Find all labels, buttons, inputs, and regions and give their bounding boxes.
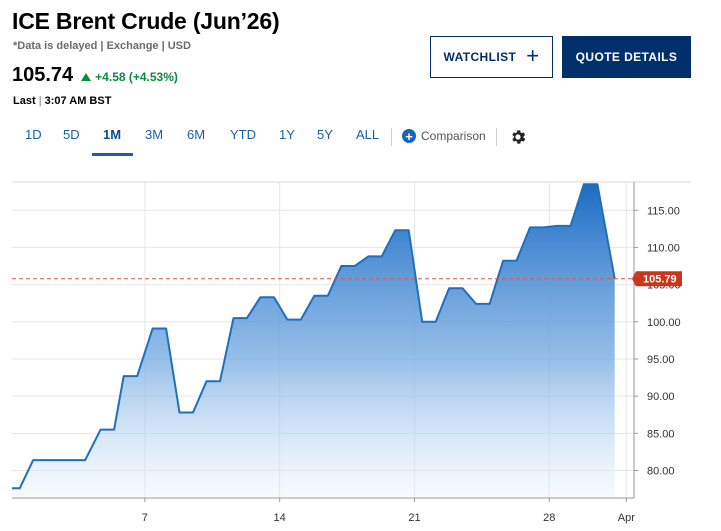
y-tick-label: 100.00 (647, 317, 681, 329)
last-price-badge-shape (632, 271, 682, 287)
last-separator: | (38, 95, 42, 107)
tab-3m[interactable]: 3M (145, 127, 164, 142)
x-tick-label: 28 (543, 512, 555, 524)
price-change: +4.58 (+4.53%) (81, 70, 178, 84)
y-axis-ticks: 80.0085.0090.0095.00100.00105.00110.0011… (634, 205, 681, 477)
comparison-label: Comparison (421, 129, 486, 143)
comparison-button[interactable]: + Comparison (402, 129, 486, 143)
watchlist-button[interactable]: WATCHLIST + (430, 36, 553, 78)
x-tick-label: Apr (618, 512, 635, 524)
tab-divider (391, 128, 392, 146)
watchlist-label: WATCHLIST (443, 50, 517, 64)
page-title: ICE Brent Crude (Junʼ26) (12, 8, 280, 34)
last-price-badge: 105.79 (632, 271, 682, 287)
y-tick-label: 80.00 (647, 465, 675, 477)
tab-1d[interactable]: 1D (25, 127, 42, 142)
tab-all[interactable]: ALL (356, 127, 380, 142)
last-time: 3:07 AM BST (44, 95, 112, 107)
gear-icon[interactable] (509, 128, 527, 146)
quote-details-button[interactable]: QUOTE DETAILS (562, 36, 691, 78)
tab-1y[interactable]: 1Y (279, 127, 295, 142)
y-tick-label: 90.00 (647, 391, 675, 403)
price-change-value: +4.58 (+4.53%) (95, 70, 178, 84)
tab-divider (496, 128, 497, 146)
x-tick-label: 21 (408, 512, 420, 524)
price-line (12, 183, 616, 490)
tab-ytd[interactable]: YTD (230, 127, 256, 142)
tab-6m[interactable]: 6M (187, 127, 206, 142)
last-price: 105.74 (12, 64, 74, 86)
arrow-up-icon (81, 73, 92, 81)
last-price-badge-text: 105.79 (643, 274, 677, 286)
tab-5y[interactable]: 5Y (317, 127, 333, 142)
plus-circle-icon: + (402, 129, 416, 143)
price-row: 105.74 +4.58 (+4.53%) (12, 64, 178, 87)
y-tick-label: 110.00 (647, 242, 680, 254)
last-updated: Last | 3:07 AM BST (13, 95, 111, 107)
last-label: Last (13, 95, 36, 107)
tab-1m[interactable]: 1M (103, 127, 122, 142)
time-range-tabs: 1D 5D 1M 3M 6M YTD 1Y 5Y ALL (0, 127, 540, 157)
x-tick-label: 7 (142, 512, 148, 524)
plus-icon: + (526, 43, 540, 68)
price-area (12, 184, 615, 498)
y-tick-label: 85.00 (647, 428, 675, 440)
x-tick-label: 14 (274, 512, 286, 524)
data-delay-notice: *Data is delayed | Exchange | USD (13, 40, 191, 52)
y-tick-label: 95.00 (647, 354, 675, 366)
tab-5d[interactable]: 5D (63, 127, 80, 142)
x-axis-ticks: 7 14 21 28 Apr (142, 498, 635, 524)
y-tick-label: 115.00 (647, 205, 680, 217)
active-tab-indicator (92, 153, 133, 156)
